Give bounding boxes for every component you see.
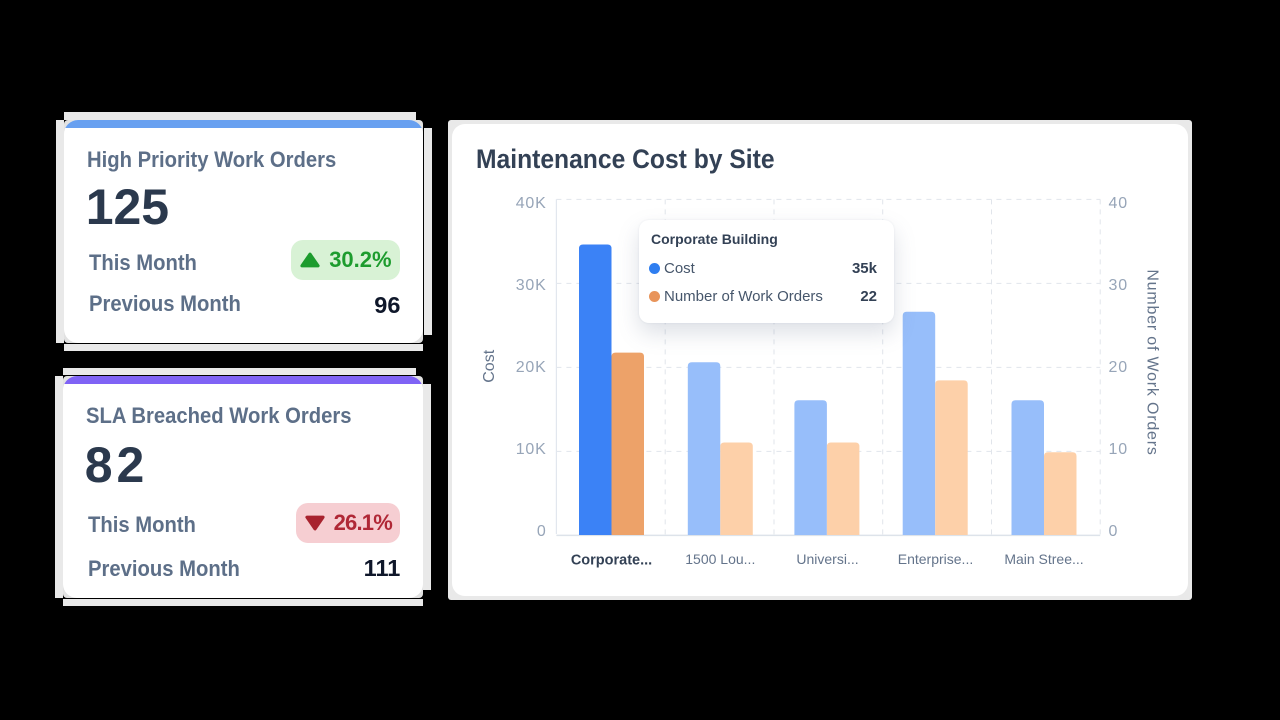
svg-text:10: 10 (1109, 441, 1128, 458)
svg-text:20: 20 (1109, 359, 1128, 376)
svg-text:30K: 30K (516, 277, 547, 294)
svg-text:10K: 10K (516, 441, 547, 458)
svg-text:Main Stree...: Main Stree... (1004, 551, 1083, 567)
svg-text:Cost: Cost (481, 349, 498, 382)
svg-text:1500 Lou...: 1500 Lou... (685, 551, 755, 567)
svg-text:Enterprise...: Enterprise... (898, 551, 973, 567)
svg-text:30: 30 (1109, 277, 1128, 294)
svg-text:40: 40 (1109, 195, 1128, 212)
svg-text:0: 0 (537, 523, 547, 540)
svg-text:Universi...: Universi... (796, 551, 858, 567)
svg-text:Corporate...: Corporate... (571, 552, 652, 568)
svg-text:Number of Work Orders: Number of Work Orders (1144, 269, 1161, 455)
svg-text:40K: 40K (516, 195, 547, 212)
svg-text:0: 0 (1109, 523, 1119, 540)
svg-text:20K: 20K (516, 359, 547, 376)
